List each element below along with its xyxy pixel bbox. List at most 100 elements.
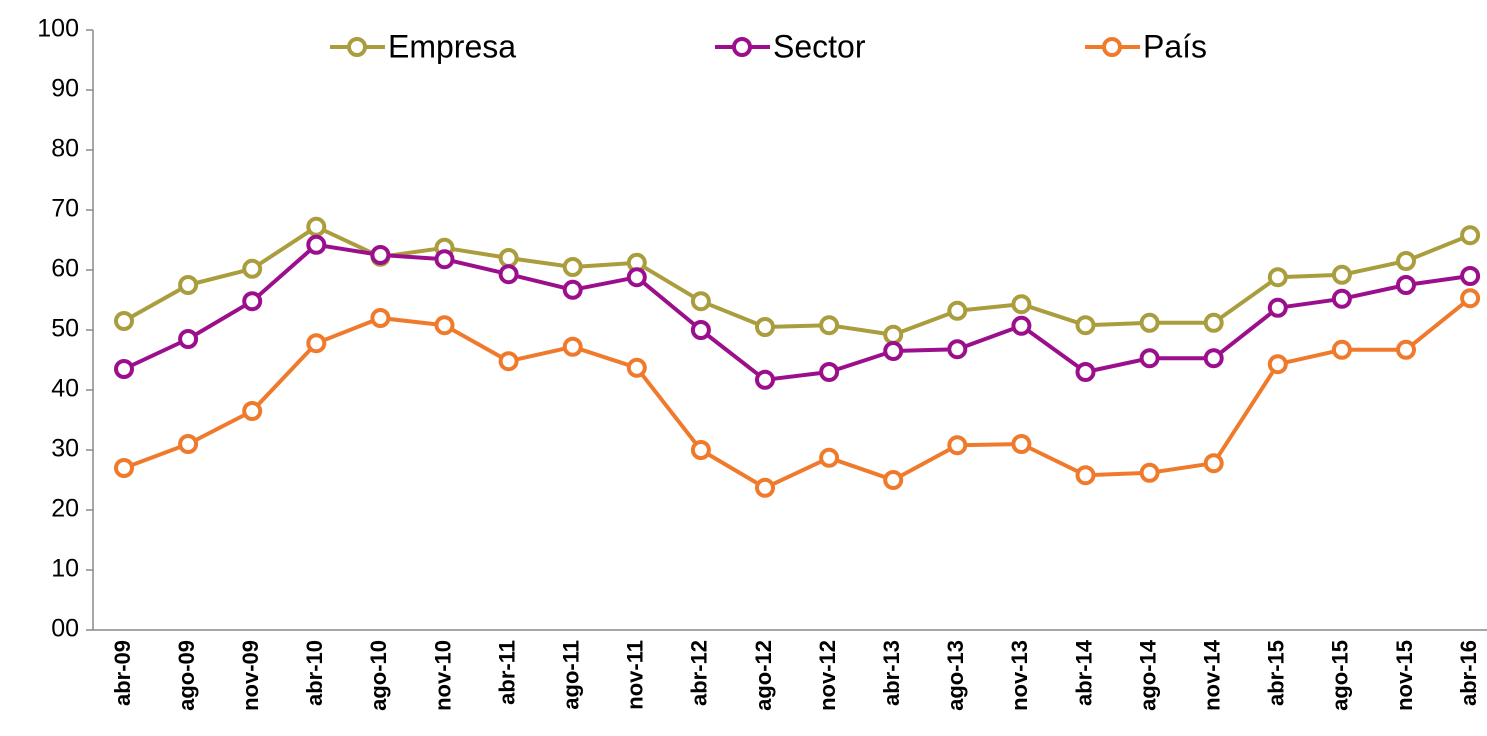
marker: [1460, 266, 1481, 286]
y-tick-label: 50: [51, 315, 79, 343]
marker: [947, 435, 968, 456]
x-tick-label: nov-12: [815, 640, 840, 711]
legend-item: Empresa: [330, 28, 516, 64]
y-tick-label: 00: [51, 615, 79, 643]
x-tick-label: nov-11: [623, 640, 648, 710]
marker: [1203, 348, 1224, 369]
x-tick-label: abr-14: [1071, 639, 1096, 706]
marker: [242, 291, 263, 312]
marker: [1203, 312, 1224, 333]
marker: [819, 447, 840, 468]
marker: [1396, 275, 1416, 295]
legend-marker: [1102, 37, 1122, 57]
x-tick-label: abr-11: [494, 640, 519, 705]
x-tick-label: abr-16: [1456, 640, 1481, 706]
marker: [1075, 315, 1096, 336]
marker: [755, 369, 775, 390]
x-tick-label: nov-13: [1007, 640, 1032, 711]
marker: [114, 359, 134, 379]
legend-marker: [732, 37, 752, 57]
marker: [883, 324, 904, 345]
marker: [498, 351, 519, 372]
marker: [883, 341, 904, 361]
marker: [434, 249, 455, 270]
marker: [434, 315, 455, 336]
legend-label: País: [1143, 28, 1207, 64]
marker: [1460, 288, 1481, 309]
marker: [498, 264, 519, 285]
marker: [242, 258, 263, 279]
marker: [626, 357, 647, 378]
x-tick-label: abr-13: [879, 640, 904, 706]
marker: [178, 434, 199, 454]
marker: [1460, 225, 1481, 246]
legend-item: País: [1085, 28, 1207, 64]
marker: [1267, 297, 1288, 318]
marker: [819, 315, 840, 336]
marker: [306, 234, 327, 255]
marker: [1011, 315, 1032, 336]
y-tick-label: 60: [51, 255, 79, 283]
x-tick-label: nov-10: [430, 640, 455, 711]
marker: [1396, 251, 1416, 271]
marker: [819, 362, 840, 382]
marker: [690, 320, 711, 340]
x-tick-label: abr-15: [1264, 640, 1289, 706]
marker: [370, 308, 391, 328]
marker: [178, 275, 199, 295]
marker: [562, 257, 583, 277]
marker: [755, 317, 775, 337]
legend-item: Sector: [715, 28, 866, 64]
marker: [242, 401, 263, 421]
x-tick-label: nov-09: [238, 640, 263, 711]
marker: [306, 333, 327, 354]
y-tick-label: 10: [51, 555, 79, 583]
series-line: [123, 296, 1472, 490]
marker: [1203, 453, 1224, 474]
legend-label: Sector: [773, 28, 866, 64]
marker: [690, 440, 711, 460]
x-tick-label: nov-15: [1392, 640, 1417, 711]
marker: [1331, 264, 1352, 285]
marker: [562, 279, 583, 300]
marker: [498, 248, 519, 268]
marker: [690, 291, 711, 312]
x-tick-label: abr-09: [110, 640, 135, 706]
marker: [1011, 294, 1032, 315]
x-tick-label: ago-12: [751, 640, 776, 711]
marker: [1139, 462, 1160, 483]
marker: [1267, 267, 1288, 288]
series-line: [123, 242, 1471, 382]
marker: [1331, 339, 1352, 360]
marker: [1011, 434, 1032, 454]
marker: [755, 477, 775, 498]
marker: [947, 300, 968, 321]
x-tick-label: ago-13: [943, 640, 968, 711]
marker: [1331, 288, 1352, 309]
y-tick-label: 70: [51, 195, 79, 223]
x-tick-label: ago-15: [1328, 640, 1353, 711]
y-tick-label: 30: [51, 435, 79, 463]
x-tick-label: ago-11: [559, 640, 584, 710]
y-tick-label: 100: [37, 15, 79, 43]
marker: [1139, 348, 1160, 369]
marker: [1139, 312, 1160, 333]
x-tick-label: ago-10: [366, 640, 391, 711]
x-tick-label: abr-12: [687, 640, 712, 706]
marker: [1075, 465, 1096, 486]
marker: [370, 245, 391, 265]
x-tick-label: nov-14: [1200, 639, 1225, 711]
marker: [114, 311, 134, 331]
marker: [306, 216, 327, 237]
y-tick-label: 90: [51, 75, 79, 103]
marker: [1075, 362, 1096, 382]
x-tick-label: ago-14: [1135, 639, 1160, 711]
series-line: [123, 224, 1471, 337]
marker: [562, 336, 583, 357]
y-tick-label: 40: [51, 375, 79, 403]
legend-marker: [347, 37, 367, 57]
x-tick-label: ago-09: [174, 640, 199, 711]
marker: [1396, 339, 1416, 360]
marker: [626, 267, 647, 288]
